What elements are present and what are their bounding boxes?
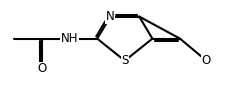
Text: O: O: [202, 54, 211, 67]
Text: NH: NH: [61, 32, 78, 45]
Text: S: S: [121, 54, 128, 67]
Text: O: O: [37, 62, 47, 76]
Text: N: N: [106, 10, 115, 23]
